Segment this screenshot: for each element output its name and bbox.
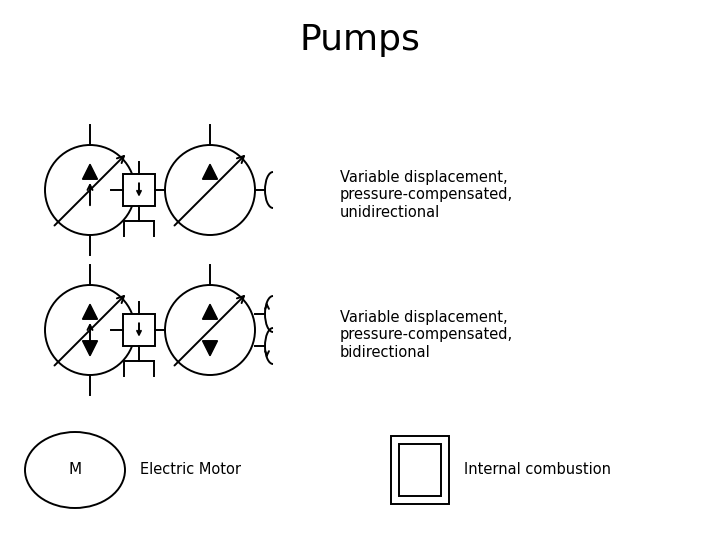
Text: Internal combustion: Internal combustion (464, 462, 611, 477)
Text: Pumps: Pumps (300, 23, 420, 57)
Text: M: M (68, 462, 81, 477)
Text: Variable displacement,
pressure-compensated,
bidirectional: Variable displacement, pressure-compensa… (340, 310, 513, 360)
Bar (123, 174, 155, 206)
Polygon shape (83, 164, 97, 179)
Polygon shape (83, 304, 97, 319)
Polygon shape (202, 304, 217, 319)
Text: Variable displacement,
pressure-compensated,
unidirectional: Variable displacement, pressure-compensa… (340, 170, 513, 220)
Bar (391, 436, 449, 504)
Ellipse shape (25, 432, 125, 508)
Polygon shape (202, 341, 217, 356)
Polygon shape (83, 341, 97, 356)
Bar (123, 314, 155, 346)
Bar (399, 444, 441, 496)
Polygon shape (202, 164, 217, 179)
Text: Electric Motor: Electric Motor (140, 462, 241, 477)
